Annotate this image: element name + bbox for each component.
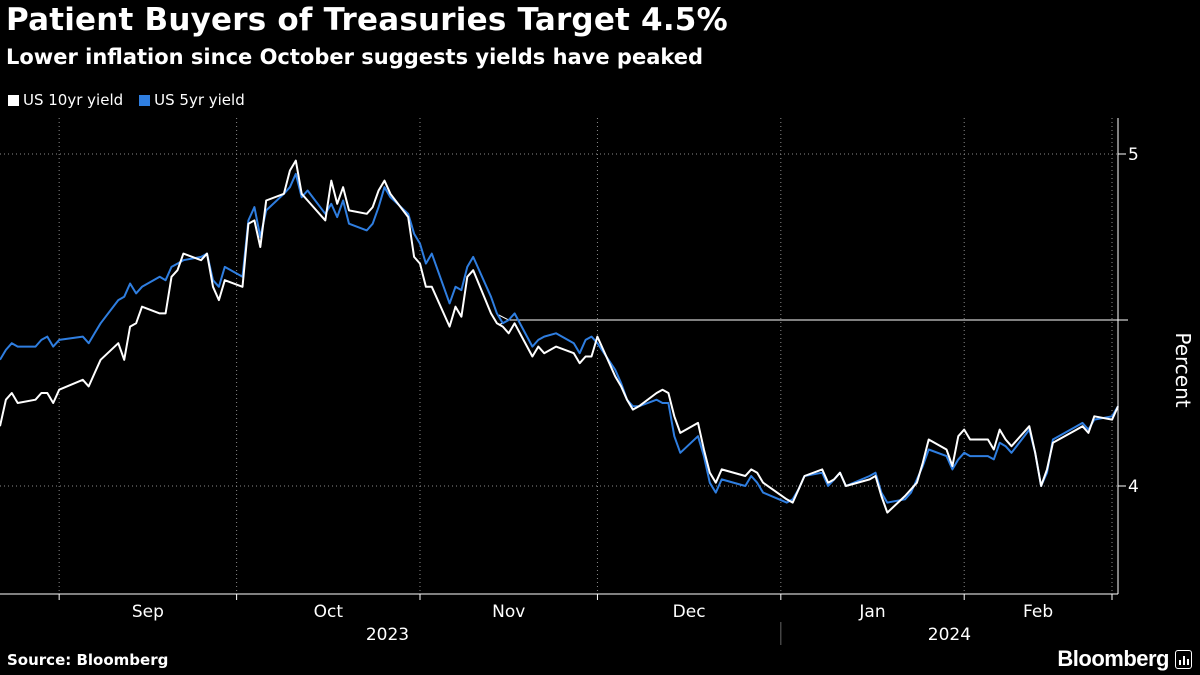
series xyxy=(0,159,1119,514)
chart-title: Patient Buyers of Treasuries Target 4.5% xyxy=(6,2,728,38)
axes: Percent 4 5 Sep Oct Nov Dec Jan Feb 2023 2024 xyxy=(0,118,1195,645)
brand: Bloomberg xyxy=(1057,646,1192,672)
x-year-label: 2023 xyxy=(366,625,409,645)
legend-item-us5: US 5yr yield xyxy=(139,91,245,109)
y-tick-label: 5 xyxy=(1128,145,1139,165)
x-month-label: Sep xyxy=(132,602,164,622)
y-tick-label: 4 xyxy=(1128,477,1139,497)
x-month-label: Nov xyxy=(492,602,525,622)
legend-item-us10: US 10yr yield xyxy=(8,91,123,109)
x-month-label: Jan xyxy=(858,602,885,622)
x-year-label: 2024 xyxy=(928,625,971,645)
x-month-label: Dec xyxy=(673,602,706,622)
legend-swatch-us10 xyxy=(8,94,19,106)
brand-name: Bloomberg xyxy=(1057,646,1169,671)
series-line-us10 xyxy=(0,159,1119,514)
y-axis-label: Percent xyxy=(1171,332,1195,407)
legend: US 10yr yield US 5yr yield xyxy=(8,91,245,109)
legend-label-us5: US 5yr yield xyxy=(154,91,245,109)
source-note: Source: Bloomberg xyxy=(7,651,169,669)
grid xyxy=(0,118,1118,594)
legend-label-us10: US 10yr yield xyxy=(23,91,124,109)
x-month-label: Feb xyxy=(1023,602,1053,622)
series-line-us5 xyxy=(0,172,1119,504)
chart-subtitle: Lower inflation since October suggests y… xyxy=(6,45,704,69)
legend-swatch-us5 xyxy=(139,94,151,106)
bloomberg-logo-icon xyxy=(1175,649,1192,669)
x-month-label: Oct xyxy=(314,602,344,622)
